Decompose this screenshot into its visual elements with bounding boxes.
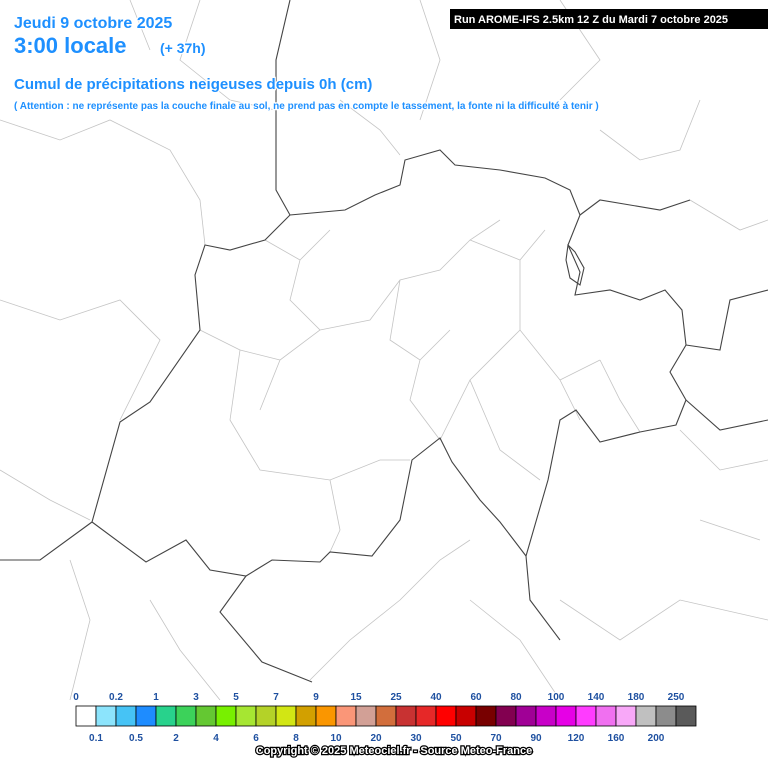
- forecast-offset: (+ 37h): [160, 40, 206, 56]
- map-note: ( Attention : ne représente pas la couch…: [14, 101, 599, 112]
- legend-label: 7: [273, 692, 279, 703]
- legend-swatch: [115, 705, 137, 727]
- legend-label: 0: [73, 692, 79, 703]
- forecast-time: 3:00 locale: [14, 33, 127, 58]
- legend-swatch: [375, 705, 397, 727]
- legend-swatch: [155, 705, 177, 727]
- legend-swatch: [475, 705, 497, 727]
- legend-swatch: [95, 705, 117, 727]
- legend-swatch: [555, 705, 577, 727]
- legend-swatch: [455, 705, 477, 727]
- legend-label: 2: [173, 733, 179, 744]
- legend-label: 140: [588, 692, 605, 703]
- legend-swatch: [675, 705, 697, 727]
- legend-swatch: [355, 705, 377, 727]
- run-info: Run AROME-IFS 2.5km 12 Z du Mardi 7 octo…: [454, 14, 728, 26]
- legend-swatch: [215, 705, 237, 727]
- legend-label: 120: [568, 733, 585, 744]
- legend-swatch: [175, 705, 197, 727]
- swiss-border: [91, 149, 687, 577]
- legend-label: 50: [450, 733, 462, 744]
- legend-label: 100: [548, 692, 565, 703]
- legend-label: 60: [470, 692, 482, 703]
- legend-swatch: [335, 705, 357, 727]
- copyright: Copyright © 2025 Meteociel.fr - Source M…: [256, 745, 532, 757]
- legend-label: 20: [370, 733, 382, 744]
- legend-swatch: [415, 705, 437, 727]
- legend-swatch: [495, 705, 517, 727]
- legend-label: 80: [510, 692, 522, 703]
- legend-swatch: [515, 705, 537, 727]
- legend-label: 4: [213, 733, 219, 744]
- legend-swatch: [315, 705, 337, 727]
- legend-label: 180: [628, 692, 645, 703]
- legend-label: 0.5: [129, 733, 143, 744]
- legend-label: 6: [253, 733, 259, 744]
- legend-swatch: [655, 705, 677, 727]
- legend-swatch: [275, 705, 297, 727]
- legend-label: 15: [350, 692, 362, 703]
- legend-swatch: [615, 705, 637, 727]
- legend-swatch: [435, 705, 457, 727]
- country-borders: [0, 0, 768, 683]
- legend-label: 70: [490, 733, 502, 744]
- legend-label: 25: [390, 692, 402, 703]
- legend-label: 200: [648, 733, 665, 744]
- forecast-date: Jeudi 9 octobre 2025: [14, 15, 172, 32]
- legend-swatch: [255, 705, 277, 727]
- legend-swatch: [195, 705, 217, 727]
- legend-label: 9: [313, 692, 319, 703]
- map-title: Cumul de précipitations neigeuses depuis…: [14, 76, 372, 93]
- color-legend: 0 0.1 0.2 0.5 1 2 3 4 5 6 7 8 9 10 15 20 25 30 40 50 60 70 80 9…: [72, 691, 697, 745]
- legend-swatch: [575, 705, 597, 727]
- legend-label: 250: [668, 692, 685, 703]
- legend-swatch: [595, 705, 617, 727]
- legend-swatch: [295, 705, 317, 727]
- legend-label: 30: [410, 733, 422, 744]
- legend-label: 8: [293, 733, 299, 744]
- legend-swatch: [535, 705, 557, 727]
- legend-label: 1: [153, 692, 159, 703]
- legend-swatch: [135, 705, 157, 727]
- legend-label: 0.1: [89, 733, 103, 744]
- legend-swatch: [75, 705, 97, 727]
- legend-label: 160: [608, 733, 625, 744]
- legend-label: 40: [430, 692, 442, 703]
- liechtenstein: [565, 243, 585, 286]
- legend-swatch: [395, 705, 417, 727]
- legend-swatch: [235, 705, 257, 727]
- region-lines: [0, 0, 768, 701]
- legend-label: 90: [530, 733, 542, 744]
- legend-label: 5: [233, 692, 239, 703]
- legend-swatch: [635, 705, 657, 727]
- legend-label: 0.2: [109, 692, 123, 703]
- legend-label: 10: [330, 733, 342, 744]
- run-banner: [450, 9, 768, 29]
- legend-label: 3: [193, 692, 199, 703]
